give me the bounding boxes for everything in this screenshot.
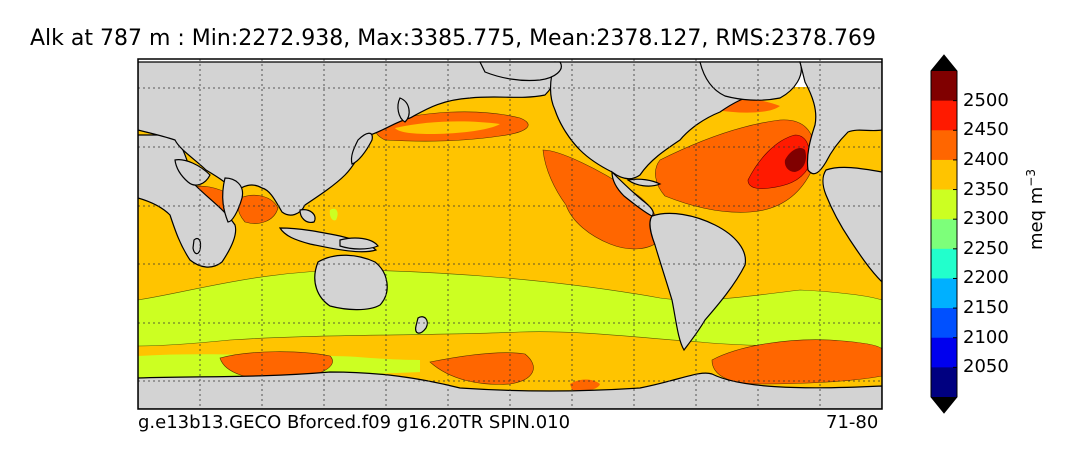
- north-atlantic-2500: [784, 148, 806, 172]
- colorbar-tick-label: 2350: [963, 178, 1009, 200]
- colorbar-tick-label: 2100: [963, 326, 1009, 348]
- colorbar-tick-label: 2050: [963, 356, 1009, 378]
- run-label: g.e13b13.GECO Bforced.f09 g16.20TR SPIN.…: [138, 412, 571, 433]
- colorbar-tick-label: 2500: [963, 89, 1009, 111]
- colorbar: [930, 54, 958, 414]
- sulu-sea-2300: [329, 208, 338, 221]
- south-pacific-small-2400: [570, 379, 600, 391]
- colorbar-tick-label: 2300: [963, 208, 1009, 230]
- colorbar-extend-bottom: [931, 397, 957, 413]
- caribbean-islands: [626, 178, 662, 187]
- eurasia: [138, 61, 558, 216]
- colorbar-extend-top: [931, 55, 957, 71]
- kamchatka: [397, 97, 410, 123]
- australia: [314, 254, 388, 311]
- colorbar-tick-label: 2450: [963, 119, 1009, 141]
- arctic-islands: [479, 61, 562, 82]
- new-zealand: [415, 316, 428, 334]
- map-frame: [137, 58, 883, 410]
- india: [222, 177, 244, 223]
- bay-of-bengal-2400: [237, 195, 279, 224]
- colorbar-swatch: [931, 130, 957, 161]
- north-pacific-inner: [395, 121, 500, 134]
- north-atlantic-2400: [655, 119, 815, 213]
- south-america: [649, 212, 746, 352]
- years-label: 71-80: [826, 412, 879, 433]
- colorbar-swatch: [931, 308, 957, 339]
- colorbar-swatch: [931, 159, 957, 191]
- map-plot-area: [138, 59, 882, 409]
- madagascar: [192, 237, 202, 255]
- south-pacific-2400: [429, 352, 534, 385]
- colorbar-unit-exponent: −3: [1024, 169, 1038, 187]
- colorbar-swatch: [931, 100, 957, 131]
- colorbar-swatch: [931, 71, 957, 102]
- colorbar-tick-label: 2250: [963, 237, 1009, 259]
- colorbar-swatch: [931, 367, 957, 398]
- borneo: [299, 209, 316, 223]
- colorbar-swatch: [931, 189, 957, 220]
- colorbar-unit: meq m−3: [1024, 169, 1047, 250]
- colorbar-tick-label: 2200: [963, 267, 1009, 289]
- new-guinea: [339, 237, 379, 250]
- colorbar-swatch: [931, 278, 957, 309]
- graticule: [138, 59, 882, 409]
- japan: [350, 132, 373, 165]
- colorbar-tick-label: 2400: [963, 148, 1009, 170]
- colorbar-frame: [930, 54, 958, 414]
- colorbar-unit-base: meq m: [1026, 186, 1047, 250]
- colorbar-tick-label: 2150: [963, 297, 1009, 319]
- greenland: [699, 61, 802, 101]
- map-title: Alk at 787 m : Min:2272.938, Max:3385.77…: [30, 26, 877, 51]
- europe: [799, 61, 882, 175]
- colorbar-swatch: [931, 337, 957, 368]
- colorbar-swatch: [931, 219, 957, 250]
- colorbar-swatch: [931, 248, 957, 279]
- africa-west: [822, 166, 882, 283]
